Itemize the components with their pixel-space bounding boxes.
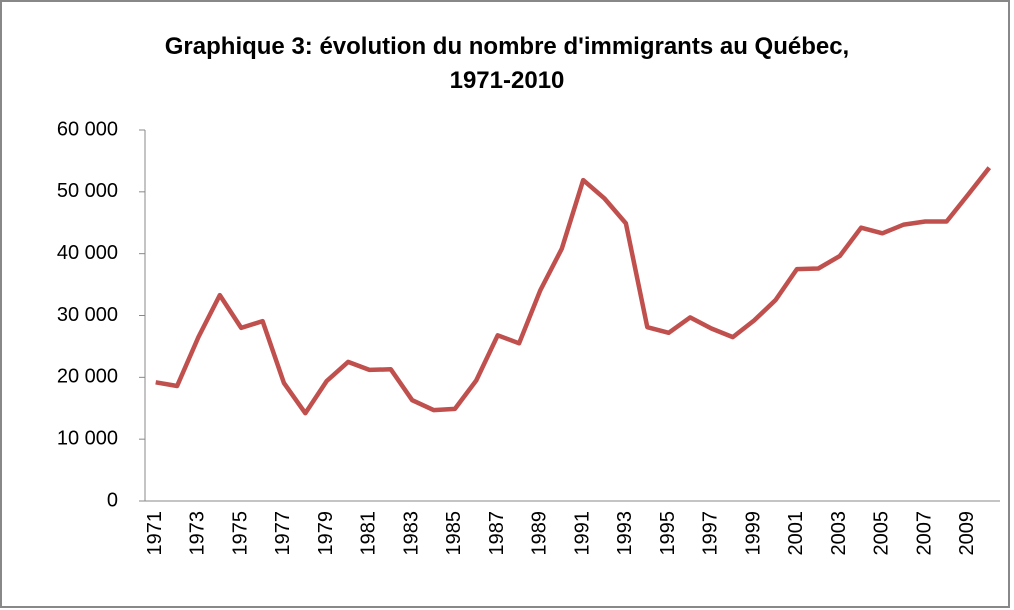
chart-title: Graphique 3: évolution du nombre d'immig… [164,33,850,94]
x-tick-label: 1993 [614,511,636,556]
y-tick-label: 0 [107,489,118,511]
x-tick-label: 1973 [187,511,209,556]
x-tick-label: 1981 [358,511,380,556]
x-tick-label: 2007 [913,511,935,556]
y-tick-label: 40 000 [57,242,118,264]
x-tick-label: 1997 [700,511,722,556]
x-tick-label: 1985 [443,511,465,556]
y-tick-label: 30 000 [57,304,118,326]
x-tick-label: 1977 [272,511,294,556]
x-tick-label: 1999 [742,511,764,556]
x-tick-label: 1971 [144,511,166,556]
x-tick-label: 1989 [529,511,551,556]
x-tick-label: 1987 [486,511,508,556]
x-tick-label: 1975 [229,511,251,556]
x-tick-label: 1979 [315,511,337,556]
x-tick-label: 2003 [828,511,850,556]
x-tick-label: 2009 [956,511,978,556]
x-tick-label: 2001 [785,511,807,556]
x-tick-label: 1983 [400,511,422,556]
x-tick-label: 1995 [657,511,679,556]
data-line [155,166,992,416]
y-tick-label: 20 000 [57,366,118,388]
y-tick-label: 60 000 [57,118,118,140]
y-tick-label: 10 000 [57,427,118,449]
x-tick-label: 2005 [871,511,893,556]
y-tick-label: 50 000 [57,180,118,202]
x-tick-label: 1991 [571,511,593,556]
